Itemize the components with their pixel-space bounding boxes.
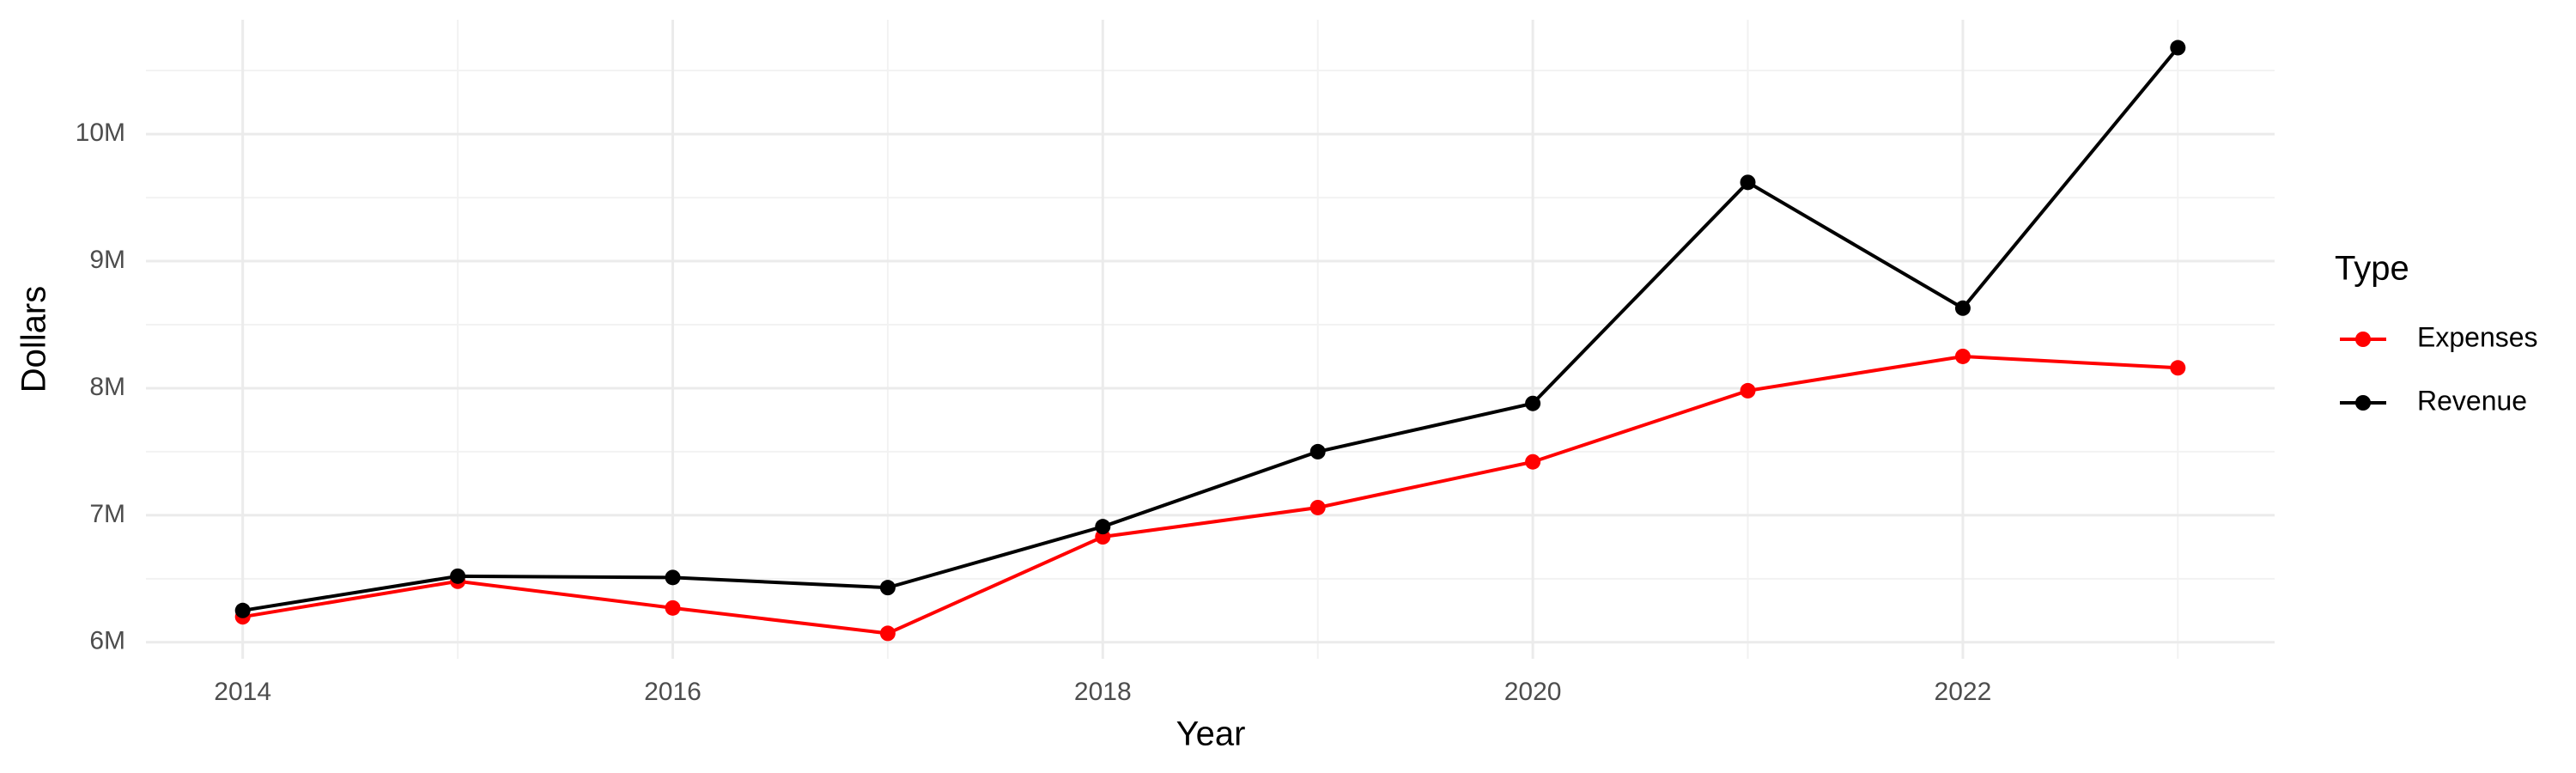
y-tick-label: 7M	[89, 500, 125, 528]
data-point	[1095, 519, 1111, 535]
x-axis-title: Year	[1176, 715, 1246, 753]
data-point	[1309, 443, 1326, 460]
data-point	[665, 600, 681, 616]
x-tick-label: 2020	[1504, 678, 1562, 706]
data-point	[234, 602, 251, 618]
series-line	[242, 46, 2179, 612]
legend-title: Type	[2335, 250, 2409, 288]
data-point	[2170, 40, 2186, 56]
x-tick-label: 2018	[1074, 678, 1132, 706]
data-point	[1954, 348, 1971, 364]
data-point	[1525, 395, 1541, 411]
legend-marker	[2355, 332, 2371, 347]
x-tick-label: 2014	[214, 678, 271, 706]
y-tick-label: 6M	[89, 627, 125, 655]
series-line	[242, 354, 2178, 636]
legend-label: Revenue	[2417, 385, 2527, 416]
x-tick-label: 2022	[1935, 678, 1992, 706]
y-axis-title: Dollars	[15, 286, 53, 393]
data-point	[879, 625, 896, 642]
data-point	[2170, 360, 2186, 376]
y-tick-label: 10M	[76, 119, 125, 147]
data-point	[450, 568, 466, 584]
data-point	[1525, 453, 1541, 470]
legend-label: Expenses	[2417, 321, 2538, 352]
data-point	[1309, 499, 1326, 515]
x-tick-label: 2016	[644, 678, 702, 706]
data-point	[1740, 382, 1756, 399]
data-point	[665, 569, 681, 586]
y-tick-label: 8M	[89, 373, 125, 401]
data-point	[879, 580, 896, 596]
data-point	[1954, 300, 1971, 316]
legend-marker	[2355, 395, 2371, 411]
y-tick-label: 9M	[89, 246, 125, 274]
data-point	[1740, 174, 1756, 191]
